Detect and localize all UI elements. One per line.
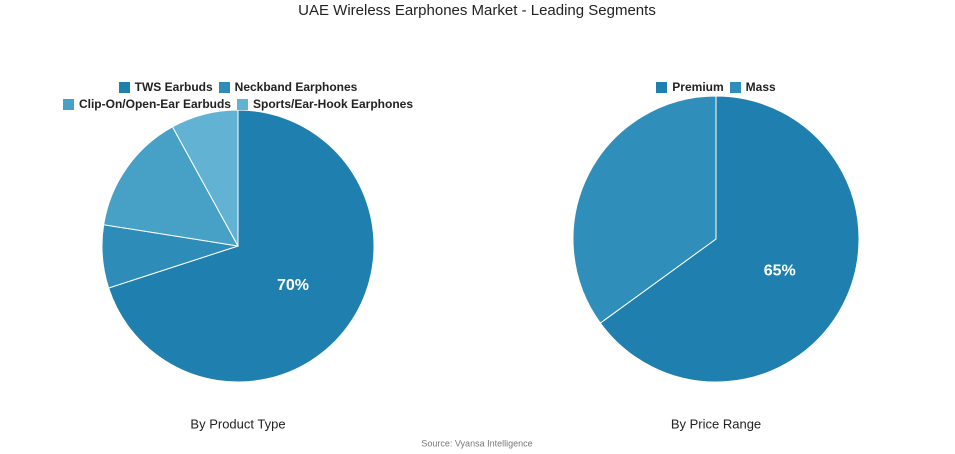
legend-label: Neckband Earphones — [234, 80, 358, 94]
legend-label: Sports/Ear-Hook Earphones — [252, 97, 414, 111]
legend-swatch — [218, 81, 230, 93]
legend: Premium Mass — [566, 80, 866, 94]
legend-swatch — [62, 98, 74, 110]
slice-label: 65% — [764, 263, 796, 280]
pie-slice — [108, 109, 375, 383]
pie-slice — [171, 109, 239, 247]
chart-title: By Product Type — [190, 416, 285, 431]
legend-swatch — [729, 81, 741, 93]
legend-item: TWS Earbuds — [118, 80, 213, 94]
legend: TWS Earbuds Neckband Earphones Clip-On/Ope… — [33, 80, 443, 111]
legend-label: TWS Earbuds — [134, 80, 213, 94]
legend-swatch — [656, 81, 668, 93]
chart-title: By Price Range — [671, 416, 761, 431]
pie-slice — [572, 95, 717, 324]
legend-item: Sports/Ear-Hook Earphones — [236, 97, 414, 111]
page-title: UAE Wireless Earphones Market - Leading … — [298, 2, 656, 19]
legend-label: Mass — [745, 80, 776, 94]
pie-slice — [599, 95, 860, 383]
legend-item: Clip-On/Open-Ear Earbuds — [62, 97, 231, 111]
legend-item: Mass — [729, 80, 776, 94]
legend-label: Premium — [672, 80, 724, 94]
legend-item: Premium — [656, 80, 724, 94]
legend-label: Clip-On/Open-Ear Earbuds — [78, 97, 231, 111]
legend-item: Neckband Earphones — [218, 80, 358, 94]
source: Source: Vyansa Intelligence — [421, 438, 532, 448]
pie-slice — [103, 126, 239, 247]
legend-swatch — [118, 81, 130, 93]
slice-label: 70% — [277, 277, 309, 294]
legend-swatch — [236, 98, 248, 110]
